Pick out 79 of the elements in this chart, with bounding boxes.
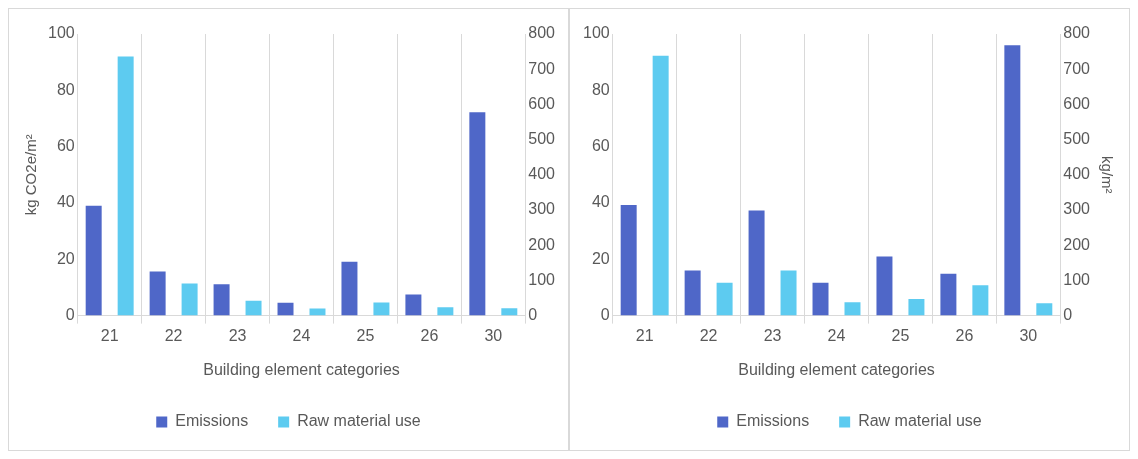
bar (716, 282, 733, 316)
bar (341, 261, 358, 316)
x-axis-title: Building element categories (738, 360, 935, 378)
y2-tick-label: 400 (528, 165, 556, 183)
bar (748, 210, 765, 316)
y2-tick-label: 400 (1063, 165, 1091, 183)
y2-tick-label: 200 (1063, 235, 1091, 253)
y2-tick-label: 800 (528, 24, 556, 42)
bar (373, 302, 390, 316)
bar (620, 204, 637, 316)
x-tick-label: 23 (763, 326, 782, 344)
y2-tick-label: 100 (528, 270, 556, 288)
x-tick-label: 22 (699, 326, 718, 344)
bar (469, 112, 486, 316)
bar (277, 302, 294, 316)
legend-label: Raw material use (297, 412, 421, 430)
bar (940, 273, 957, 316)
y-tick-label: 20 (591, 249, 610, 267)
y-tick-label: 80 (591, 80, 610, 98)
x-tick-label: 26 (420, 326, 439, 344)
y2-tick-label: 300 (528, 200, 556, 218)
y2-tick-label: 100 (1063, 270, 1091, 288)
y2-tick-label: 200 (528, 235, 556, 253)
y-tick-label: 100 (47, 24, 75, 42)
bar (780, 270, 797, 316)
x-tick-label: 21 (635, 326, 654, 344)
x-tick-label: 23 (228, 326, 247, 344)
bar (908, 299, 925, 316)
bar (405, 294, 422, 316)
y-tick-label: 60 (591, 137, 610, 155)
x-tick-label: 22 (164, 326, 183, 344)
y2-tick-label: 300 (1063, 200, 1091, 218)
y2-tick-label: 0 (528, 306, 538, 324)
x-axis-title: Building element categories (203, 360, 400, 378)
y2-axis-title: kg/m² (1098, 156, 1116, 194)
x-tick-label: 30 (484, 326, 503, 344)
bar (501, 308, 518, 316)
x-tick-label: 25 (356, 326, 375, 344)
y-tick-label: 100 (582, 24, 610, 42)
y-tick-label: 40 (591, 193, 610, 211)
x-tick-label: 24 (827, 326, 846, 344)
bar (844, 302, 861, 316)
y-tick-label: 0 (65, 306, 75, 324)
y-tick-label: 0 (600, 306, 610, 324)
y-tick-label: 80 (56, 80, 75, 98)
y2-tick-label: 800 (1063, 24, 1091, 42)
bar (245, 300, 262, 316)
bar (85, 205, 102, 316)
bar (181, 283, 198, 316)
bar (972, 285, 989, 316)
bar (437, 307, 454, 316)
x-tick-label: 26 (955, 326, 974, 344)
y-tick-label: 60 (56, 137, 75, 155)
y2-tick-label: 600 (1063, 94, 1091, 112)
bar (213, 284, 230, 316)
bar (1004, 45, 1021, 316)
y2-tick-label: 500 (1063, 130, 1091, 148)
y2-tick-label: 0 (1063, 306, 1073, 324)
y-tick-label: 40 (56, 193, 75, 211)
x-tick-label: 30 (1019, 326, 1038, 344)
x-tick-label: 24 (292, 326, 311, 344)
bar (149, 271, 166, 316)
x-tick-label: 25 (891, 326, 910, 344)
bar (876, 256, 893, 316)
bar (652, 55, 669, 316)
bar (117, 56, 134, 316)
y2-tick-label: 700 (1063, 59, 1091, 77)
legend-label: Raw material use (858, 412, 982, 430)
y2-tick-label: 500 (528, 130, 556, 148)
legend-label: Emissions (736, 412, 810, 430)
y-axis-title: kg CO2e/m² (22, 134, 40, 216)
bar (812, 282, 829, 316)
bar (1036, 303, 1053, 316)
legend-label: Emissions (175, 412, 249, 430)
y2-tick-label: 700 (528, 59, 556, 77)
y2-tick-label: 600 (528, 94, 556, 112)
y-tick-label: 20 (56, 249, 75, 267)
bar (684, 270, 701, 316)
x-tick-label: 21 (100, 326, 119, 344)
